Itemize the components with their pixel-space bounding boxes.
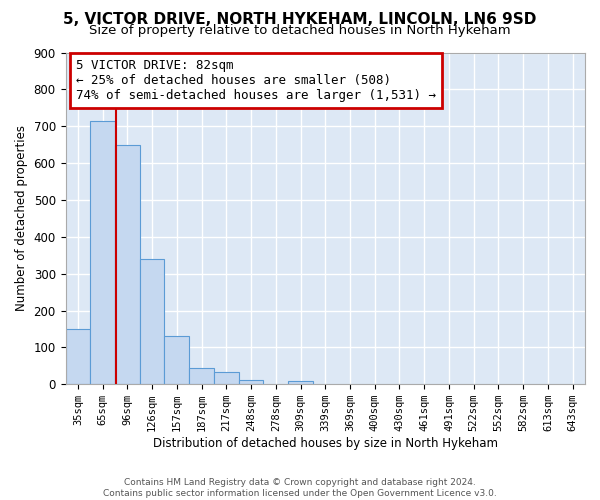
Bar	[140, 259, 164, 384]
Bar	[214, 372, 239, 384]
Bar	[115, 144, 140, 384]
Bar	[164, 336, 189, 384]
Bar	[90, 120, 115, 384]
Bar	[65, 329, 90, 384]
X-axis label: Distribution of detached houses by size in North Hykeham: Distribution of detached houses by size …	[153, 437, 498, 450]
Bar	[239, 380, 263, 384]
Text: Contains HM Land Registry data © Crown copyright and database right 2024.
Contai: Contains HM Land Registry data © Crown c…	[103, 478, 497, 498]
Bar	[189, 368, 214, 384]
Y-axis label: Number of detached properties: Number of detached properties	[15, 126, 28, 312]
Text: Size of property relative to detached houses in North Hykeham: Size of property relative to detached ho…	[89, 24, 511, 37]
Bar	[288, 380, 313, 384]
Text: 5, VICTOR DRIVE, NORTH HYKEHAM, LINCOLN, LN6 9SD: 5, VICTOR DRIVE, NORTH HYKEHAM, LINCOLN,…	[64, 12, 536, 28]
Text: 5 VICTOR DRIVE: 82sqm
← 25% of detached houses are smaller (508)
74% of semi-det: 5 VICTOR DRIVE: 82sqm ← 25% of detached …	[76, 59, 436, 102]
